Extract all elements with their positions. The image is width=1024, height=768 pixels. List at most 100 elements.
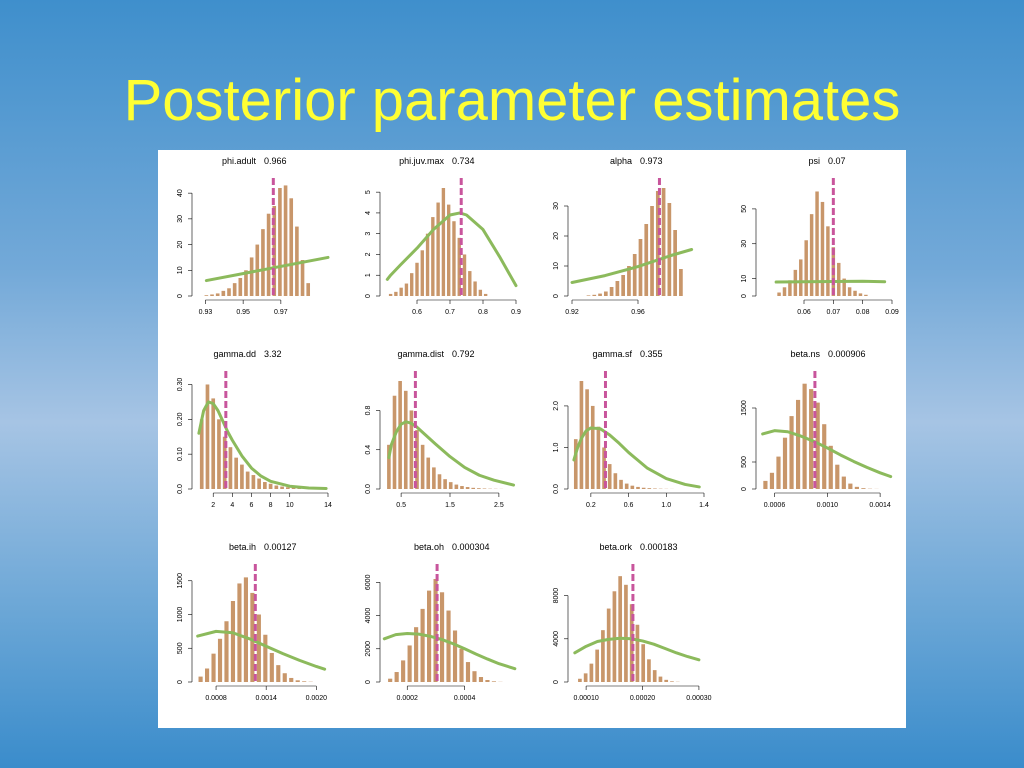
- histogram-bar: [404, 283, 409, 296]
- y-tick-label: 0.4: [365, 445, 372, 455]
- histogram-bar: [291, 487, 296, 489]
- histogram-bar: [653, 488, 657, 489]
- histogram-bar: [627, 266, 631, 296]
- x-tick-label: 0.09: [885, 309, 899, 316]
- histogram-bar: [289, 198, 294, 296]
- histogram-bar: [782, 437, 788, 489]
- x-tick-label: 0.95: [236, 309, 250, 316]
- histogram-bar: [655, 191, 660, 296]
- histogram-bar: [420, 250, 424, 296]
- x-tick-label: 0.7: [445, 309, 455, 316]
- histogram-bar: [210, 294, 214, 296]
- histogram-bar: [234, 457, 239, 489]
- histogram-bar: [615, 281, 620, 296]
- histogram-bar: [269, 652, 274, 682]
- x-tick-label: 0.2: [586, 502, 596, 509]
- x-tick-label: 0.93: [199, 309, 213, 316]
- histogram-bar: [624, 584, 628, 682]
- histogram-bar: [641, 644, 646, 682]
- x-tick-label: 0.00030: [686, 695, 711, 702]
- histogram-bar: [388, 293, 393, 296]
- histogram-bar: [199, 419, 204, 489]
- y-tick-label: 0: [365, 294, 372, 298]
- histogram-bar: [452, 630, 458, 682]
- panel-estimate: 0.00127: [264, 542, 297, 552]
- histogram-bar: [238, 278, 243, 296]
- histogram-bar: [478, 289, 483, 296]
- x-tick-label: 14: [324, 502, 332, 509]
- histogram-bar: [198, 676, 203, 682]
- y-tick-label: 10: [553, 262, 560, 270]
- histogram-bar: [477, 488, 481, 489]
- histogram-bar: [420, 608, 425, 682]
- x-tick-label: 0.6: [624, 502, 634, 509]
- y-tick-label: 0: [741, 487, 748, 491]
- prior-density-curve: [573, 636, 701, 662]
- histogram-bar: [409, 410, 414, 489]
- histogram-bar: [465, 662, 471, 682]
- histogram-bar: [579, 381, 584, 489]
- histogram-bar: [799, 259, 803, 296]
- histogram-panel-beta-oh: beta.oh 0.000304 0.0002 0.0004 0 2000 4000 6000: [365, 542, 517, 702]
- y-tick-label: 8000: [553, 588, 560, 604]
- histogram-bar: [641, 487, 646, 489]
- histogram-bar: [454, 484, 459, 489]
- histogram-bar: [478, 677, 484, 682]
- histogram-bar: [414, 627, 419, 682]
- histogram-bar: [473, 281, 477, 296]
- y-tick-label: 1: [365, 273, 372, 277]
- y-tick-label: 4: [365, 211, 372, 215]
- histogram-bar: [491, 681, 497, 682]
- y-tick-label: 0.0: [365, 484, 372, 494]
- x-tick-label: 1.5: [445, 502, 455, 509]
- histogram-bar: [244, 270, 248, 296]
- histogram-bar: [289, 677, 294, 682]
- x-tick-label: 0.08: [856, 309, 870, 316]
- histogram-bar: [647, 659, 651, 682]
- histogram-bar: [250, 592, 255, 682]
- histogram-bar: [268, 483, 273, 489]
- histogram-bar: [452, 221, 456, 296]
- histogram-bar: [664, 679, 669, 682]
- x-tick-label: 0.0002: [397, 695, 419, 702]
- x-tick-label: 0.92: [565, 309, 579, 316]
- histogram-bar: [237, 583, 242, 682]
- histogram-bar: [598, 293, 602, 296]
- histogram-bar: [619, 479, 623, 489]
- histogram-bar: [624, 483, 629, 489]
- y-tick-label: 4000: [553, 631, 560, 647]
- histogram-bar: [256, 614, 261, 682]
- histogram-bar: [661, 188, 666, 296]
- histogram-bar: [211, 398, 216, 489]
- x-tick-label: 0.9: [511, 309, 521, 316]
- histogram-bar: [804, 240, 808, 296]
- prior-density-curve: [204, 255, 330, 283]
- panel-title: gamma.dist: [397, 349, 444, 359]
- histogram-bar: [205, 384, 210, 489]
- histogram-bar: [636, 486, 640, 489]
- histogram-bar: [211, 653, 216, 682]
- histogram-bar: [302, 681, 307, 682]
- histogram-bar: [205, 668, 210, 682]
- x-tick-label: 0.07: [827, 309, 841, 316]
- x-tick-label: 0.0010: [817, 502, 839, 509]
- panel-title: beta.ih: [229, 542, 256, 552]
- x-tick-label: 6: [250, 502, 254, 509]
- histogram-panel-phi-juv-max: phi.juv.max 0.734 0.6 0.7 0.8 0.9 0 1 2 3 4 5: [365, 156, 521, 316]
- y-tick-label: 1000: [177, 607, 184, 623]
- histogram-panel-beta-ih: beta.ih 0.00127 0.0008 0.0014 0.0020 0 500 1000…: [177, 542, 327, 702]
- histogram-bar: [596, 426, 601, 489]
- y-tick-label: 1.0: [553, 442, 560, 452]
- histogram-bar: [679, 269, 683, 296]
- histogram-bar: [864, 294, 868, 296]
- histogram-bar: [439, 592, 445, 682]
- histogram-bar: [448, 482, 453, 489]
- histogram-bar: [407, 645, 412, 682]
- histogram-bar: [826, 226, 830, 296]
- histogram-bar: [261, 229, 265, 296]
- histogram-bar: [403, 390, 408, 489]
- x-tick-label: 0.0014: [255, 695, 277, 702]
- histogram-bar: [606, 608, 611, 682]
- histogram-bar: [285, 487, 290, 489]
